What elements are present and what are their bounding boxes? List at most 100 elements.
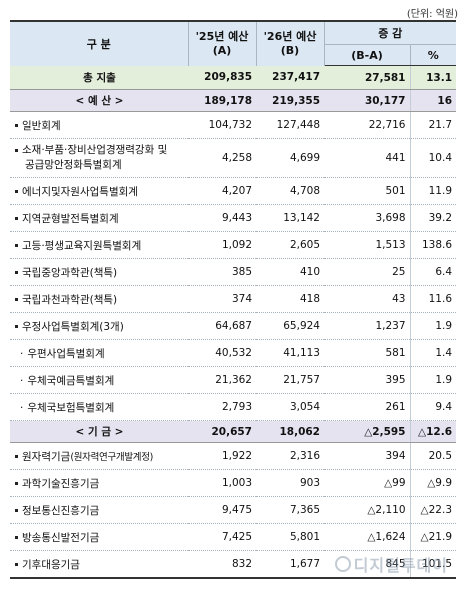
value-a: 189,178	[188, 89, 256, 112]
value-diff: △99	[324, 469, 410, 497]
bullet-icon	[15, 190, 18, 193]
row-name: 일반회계	[10, 111, 188, 139]
value-b: 21,757	[256, 366, 324, 394]
watermark-logo-icon	[334, 556, 351, 572]
value-diff: 501	[324, 177, 410, 205]
value-a: 209,835	[188, 65, 256, 90]
value-b: 2,316	[256, 442, 324, 470]
value-a: 21,362	[188, 366, 256, 394]
value-diff: △1,624	[324, 523, 410, 551]
value-diff: 394	[324, 442, 410, 470]
value-b: 127,448	[256, 111, 324, 139]
bullet-icon	[15, 298, 18, 301]
row-name: 소재·부품·장비산업경쟁력강화 및 공급망안정화특별회계	[10, 138, 188, 178]
row-name: · 우체국예금특별회계	[10, 366, 188, 394]
value-a: 20,657	[188, 420, 256, 443]
row-label: 과학기술진흥기금	[22, 477, 100, 490]
table-row: 정보통신진흥기금 9,475 7,365 △2,110 △22.3	[10, 496, 457, 524]
value-diff: 27,581	[324, 65, 410, 90]
row-label: 일반회계	[22, 119, 61, 132]
value-pct: △21.9	[409, 523, 457, 551]
row-label: 우편사업특별회계	[27, 347, 105, 360]
table-row: 방송통신발전기금 7,425 5,801 △1,624 △21.9	[10, 523, 457, 551]
value-pct: 9.4	[409, 393, 457, 421]
value-b: 18,062	[256, 420, 324, 443]
bullet-icon	[15, 563, 18, 566]
bullet-icon	[15, 536, 18, 539]
row-name: 국립중앙과학관(책특)	[10, 258, 188, 286]
row-name: 총 지출	[10, 65, 188, 90]
bullet-icon	[15, 217, 18, 220]
table-row: 국립과천과학관(책특) 374 418 43 11.6	[10, 285, 457, 313]
value-a: 2,793	[188, 393, 256, 421]
value-pct: △12.6	[409, 420, 457, 443]
row-label: 고등·평생교육지원특별회계	[22, 239, 142, 252]
table-row: · 우체국보험특별회계 2,793 3,054 261 9.4	[10, 393, 457, 421]
value-a: 832	[188, 550, 256, 579]
value-b: 237,417	[256, 65, 324, 90]
value-diff: 3,698	[324, 204, 410, 232]
bullet-icon	[15, 271, 18, 274]
value-a: 4,258	[188, 138, 256, 178]
value-b: 7,365	[256, 496, 324, 524]
budget-section-row: < 예 산 > 189,178 219,355 30,177 16	[10, 89, 457, 112]
total-row: 총 지출 209,835 237,417 27,581 13.1	[10, 65, 457, 90]
header-col-b: '26년 예산 (B)	[256, 20, 325, 66]
value-a: 104,732	[188, 111, 256, 139]
value-a: 1,922	[188, 442, 256, 470]
table-row: 일반회계 104,732 127,448 22,716 21.7	[10, 111, 457, 139]
value-a: 64,687	[188, 312, 256, 340]
value-b: 410	[256, 258, 324, 286]
value-diff: 395	[324, 366, 410, 394]
value-diff: 1,237	[324, 312, 410, 340]
value-a: 40,532	[188, 339, 256, 367]
fund-section-row: < 기 금 > 20,657 18,062 △2,595 △12.6	[10, 420, 457, 443]
value-diff: 441	[324, 138, 410, 178]
bullet-icon	[15, 148, 18, 152]
middle-dot-icon: ·	[20, 401, 24, 414]
budget-table: 구 분 '25년 예산 (A) '26년 예산 (B) 증 감 (B-A) % …	[10, 20, 457, 579]
value-diff: △2,110	[324, 496, 410, 524]
row-name: 지역균형발전특별회계	[10, 204, 188, 232]
value-diff: △2,595	[324, 420, 410, 443]
table-row: 기후대응기금 832 1,677 845 101.5	[10, 550, 457, 579]
value-a: 1,092	[188, 231, 256, 259]
header-col-b-line1: '26년 예산	[263, 29, 317, 43]
row-name: < 예 산 >	[10, 89, 188, 112]
row-name: · 우체국보험특별회계	[10, 393, 188, 421]
table-row: 소재·부품·장비산업경쟁력강화 및 공급망안정화특별회계 4,258 4,699…	[10, 138, 457, 178]
row-name: 기후대응기금	[10, 550, 188, 579]
value-a: 9,475	[188, 496, 256, 524]
value-pct: △9.9	[409, 469, 457, 497]
row-name: 방송통신발전기금	[10, 523, 188, 551]
value-b: 41,113	[256, 339, 324, 367]
value-pct: 11.9	[409, 177, 457, 205]
value-pct: 101.5	[409, 550, 457, 579]
value-pct: 10.4	[409, 138, 457, 178]
value-b: 4,708	[256, 177, 324, 205]
bullet-icon	[15, 509, 18, 512]
row-label-extra: (원자력연구개발계정)	[70, 451, 154, 463]
value-a: 385	[188, 258, 256, 286]
table-row: 고등·평생교육지원특별회계 1,092 2,605 1,513 138.6	[10, 231, 457, 259]
table-row: 국립중앙과학관(책특) 385 410 25 6.4	[10, 258, 457, 286]
table-row: 우정사업특별회계(3개) 64,687 65,924 1,237 1.9	[10, 312, 457, 340]
value-b: 219,355	[256, 89, 324, 112]
header-col-b-line2: (B)	[280, 43, 300, 57]
value-b: 13,142	[256, 204, 324, 232]
value-pct: 6.4	[409, 258, 457, 286]
bullet-icon	[15, 124, 18, 127]
value-b: 3,054	[256, 393, 324, 421]
value-b: 65,924	[256, 312, 324, 340]
value-pct: 1.4	[409, 339, 457, 367]
value-a: 7,425	[188, 523, 256, 551]
row-name: 우정사업특별회계(3개)	[10, 312, 188, 340]
value-b: 4,699	[256, 138, 324, 178]
value-pct: △22.3	[409, 496, 457, 524]
value-b: 2,605	[256, 231, 324, 259]
value-diff: 30,177	[324, 89, 410, 112]
value-pct: 138.6	[409, 231, 457, 259]
header-category: 구 분	[10, 20, 189, 66]
header-col-a-line1: '25년 예산	[195, 29, 249, 43]
watermark: 디지털투데이	[334, 552, 448, 576]
